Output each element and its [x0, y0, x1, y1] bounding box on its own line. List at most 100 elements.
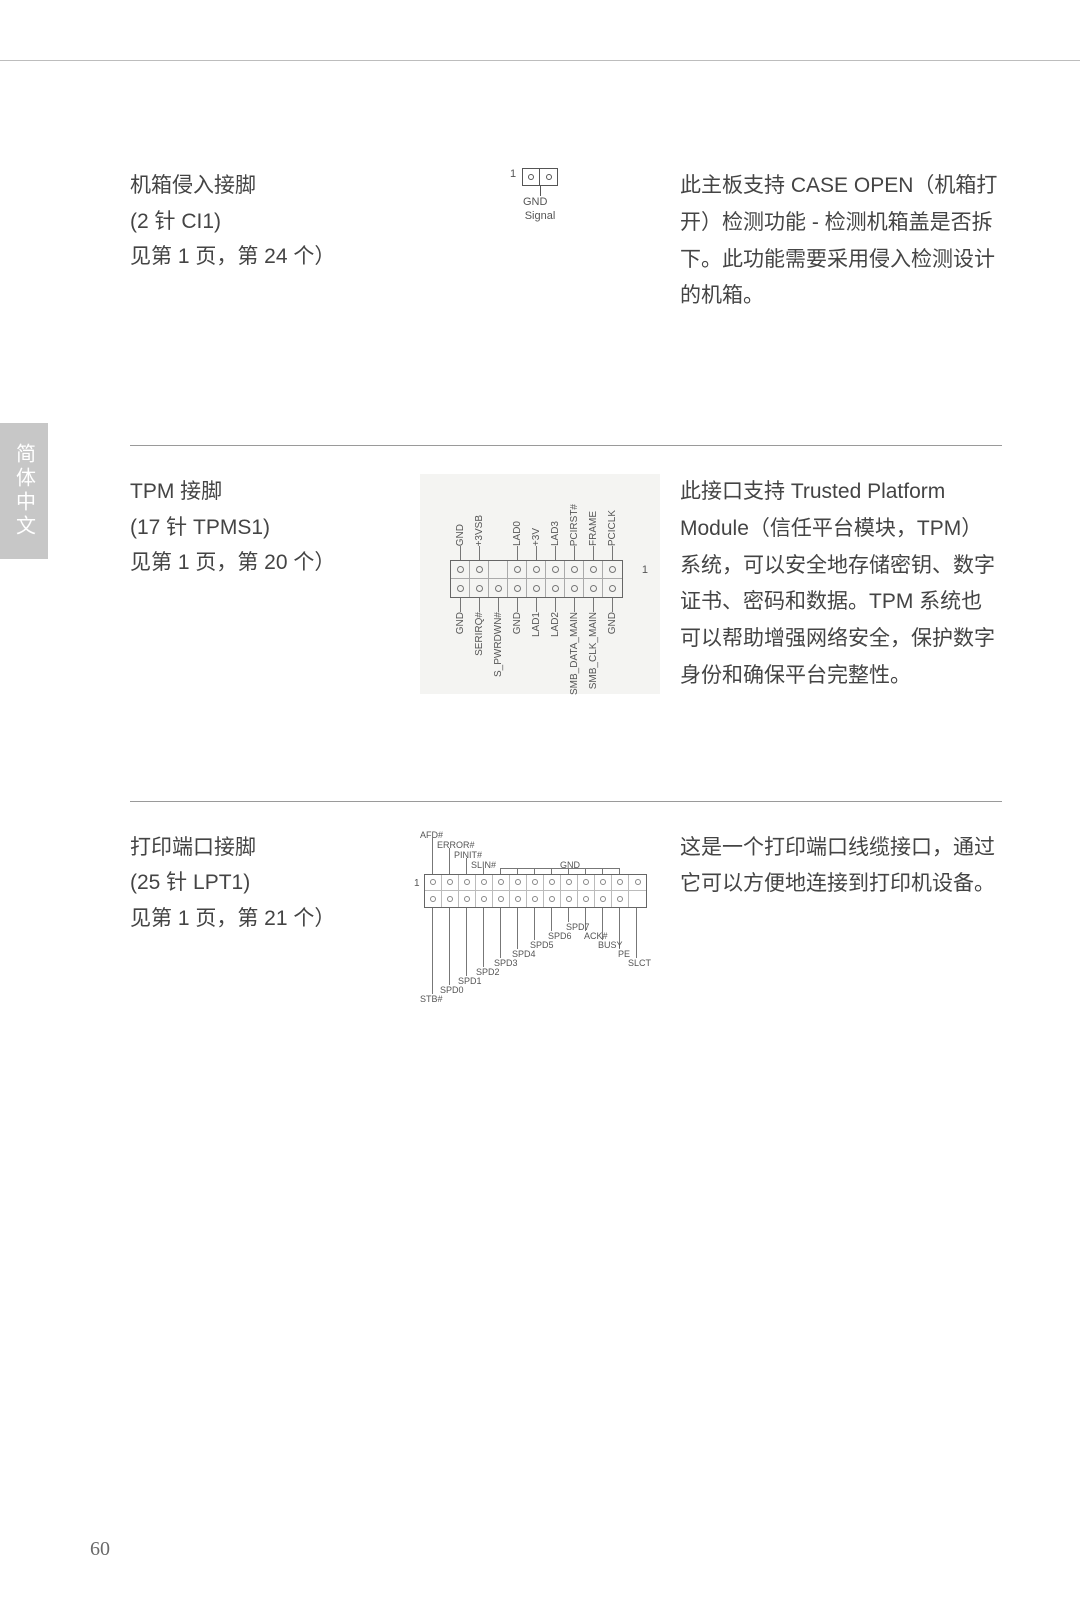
pin-label: PCICLK: [607, 510, 618, 546]
pin: [470, 579, 489, 597]
pin: [578, 891, 595, 907]
pin: [508, 579, 527, 597]
pin-label: S_PWRDWN#: [493, 612, 504, 677]
pin-label: GND: [560, 860, 580, 870]
section-title: TPM 接脚 (17 针 TPMS1) 见第 1 页，第 20 个）: [130, 474, 400, 695]
lpt-diagram: 1AFD#ERROR#PINIT#SLIN#GNDSTB#SPD0SPD1SPD…: [410, 830, 670, 1010]
pin-label: SLIN#: [471, 860, 496, 870]
pin: [510, 875, 527, 891]
section-desc: 此主板支持 CASE OPEN（机箱打开）检测功能 - 检测机箱盖是否拆下。此功…: [680, 168, 1002, 315]
page-number: 60: [90, 1538, 110, 1561]
title-line: (2 针 CI1): [130, 204, 400, 240]
pin: [493, 875, 510, 891]
pin-label: GND: [455, 612, 466, 634]
pin-label: SPD2: [476, 967, 500, 977]
pin: [584, 561, 603, 579]
section-tpm: TPM 接脚 (17 针 TPMS1) 见第 1 页，第 20 个） 1 GND +…: [130, 445, 1002, 745]
pin1-marker: 1: [510, 168, 516, 180]
pin: [489, 579, 508, 597]
pin-header: [424, 874, 647, 908]
lead-line: [540, 186, 541, 196]
pin: [595, 891, 612, 907]
pin: [546, 561, 565, 579]
pin: [565, 579, 584, 597]
pin: [459, 891, 476, 907]
title-line: 见第 1 页，第 21 个）: [130, 901, 400, 937]
pin-label: SPD4: [512, 949, 536, 959]
title-line: 机箱侵入接脚: [130, 168, 400, 204]
pin: [561, 891, 578, 907]
pin: [527, 561, 546, 579]
pin: [595, 875, 612, 891]
pin-label: SMB_CLK_MAIN: [588, 612, 599, 689]
pin-label: GND: [607, 612, 618, 634]
pin: [470, 561, 489, 579]
pin-label: +3V: [531, 528, 542, 546]
pin: [527, 579, 546, 597]
pin-label: LAD2: [550, 612, 561, 637]
pin-label: PCIRST#: [569, 504, 580, 546]
pin: [489, 561, 508, 579]
pin: [459, 875, 476, 891]
pin-label: AFD#: [420, 830, 443, 840]
pin: [425, 875, 442, 891]
section-desc: 此接口支持 Trusted Platform Module（信任平台模块，TPM…: [680, 474, 1002, 695]
pin-label: SPD6: [548, 931, 572, 941]
signal-label: Signal: [495, 210, 585, 222]
section-diagram: 1 GND Signal: [400, 168, 680, 315]
title-line: 打印端口接脚: [130, 830, 400, 866]
pin-header: [522, 168, 558, 186]
pin: [629, 875, 646, 891]
section-lpt: 打印端口接脚 (25 针 LPT1) 见第 1 页，第 21 个） 1AFD#E…: [130, 801, 1002, 1060]
pin-label: SLCT: [628, 958, 651, 968]
pin-label: LAD3: [550, 521, 561, 546]
pin: [527, 875, 544, 891]
pin-label: LAD1: [531, 612, 542, 637]
section-title: 机箱侵入接脚 (2 针 CI1) 见第 1 页，第 24 个）: [130, 168, 400, 315]
pin: [527, 891, 544, 907]
title-line: (17 针 TPMS1): [130, 510, 400, 546]
section-diagram: 1 GND +3VSB LAD0 +3V LAD3 PCIRST# FRAME PCICLK GN…: [400, 474, 680, 695]
pin-label: +3VSB: [474, 515, 485, 546]
section-diagram: 1AFD#ERROR#PINIT#SLIN#GNDSTB#SPD0SPD1SPD…: [400, 830, 680, 1010]
pin: [578, 875, 595, 891]
section-case-open: 机箱侵入接脚 (2 针 CI1) 见第 1 页，第 24 个） 1 GND Si…: [130, 148, 1002, 365]
pin: [442, 891, 459, 907]
pin-label: SPD5: [530, 940, 554, 950]
title-line: TPM 接脚: [130, 474, 400, 510]
pin-label: GND: [512, 612, 523, 634]
pin: [510, 891, 527, 907]
top-rule: [0, 60, 1080, 61]
pin: [442, 875, 459, 891]
pin: [629, 891, 646, 907]
pin-label: GND: [455, 524, 466, 546]
pin-label: SMB_DATA_MAIN: [569, 612, 580, 695]
pin-label: ERROR#: [437, 840, 475, 850]
pin: [565, 561, 584, 579]
pin: [603, 561, 622, 579]
pin: [451, 579, 470, 597]
pin: [546, 579, 565, 597]
gnd-label: GND: [523, 196, 585, 208]
section-title: 打印端口接脚 (25 针 LPT1) 见第 1 页，第 21 个）: [130, 830, 400, 1010]
pin-label: FRAME: [588, 511, 599, 546]
pin: [523, 169, 540, 185]
ci1-diagram: 1 GND Signal: [495, 168, 585, 222]
pin: [561, 875, 578, 891]
pin-label: SPD0: [440, 985, 464, 995]
pin: [544, 891, 561, 907]
title-line: (25 针 LPT1): [130, 865, 400, 901]
title-line: 见第 1 页，第 24 个）: [130, 239, 400, 275]
title-line: 见第 1 页，第 20 个）: [130, 545, 400, 581]
pin: [451, 561, 470, 579]
tpm-diagram: 1 GND +3VSB LAD0 +3V LAD3 PCIRST# FRAME PCICLK GN…: [420, 474, 660, 694]
pin-label: PINIT#: [454, 850, 482, 860]
pin-label: SPD1: [458, 976, 482, 986]
pin-label: SERIRQ#: [474, 612, 485, 656]
pin1-marker: 1: [642, 564, 648, 576]
pin: [603, 579, 622, 597]
pin: [508, 561, 527, 579]
pin-label: LAD0: [512, 521, 523, 546]
pin-label: SPD3: [494, 958, 518, 968]
pin: [476, 875, 493, 891]
